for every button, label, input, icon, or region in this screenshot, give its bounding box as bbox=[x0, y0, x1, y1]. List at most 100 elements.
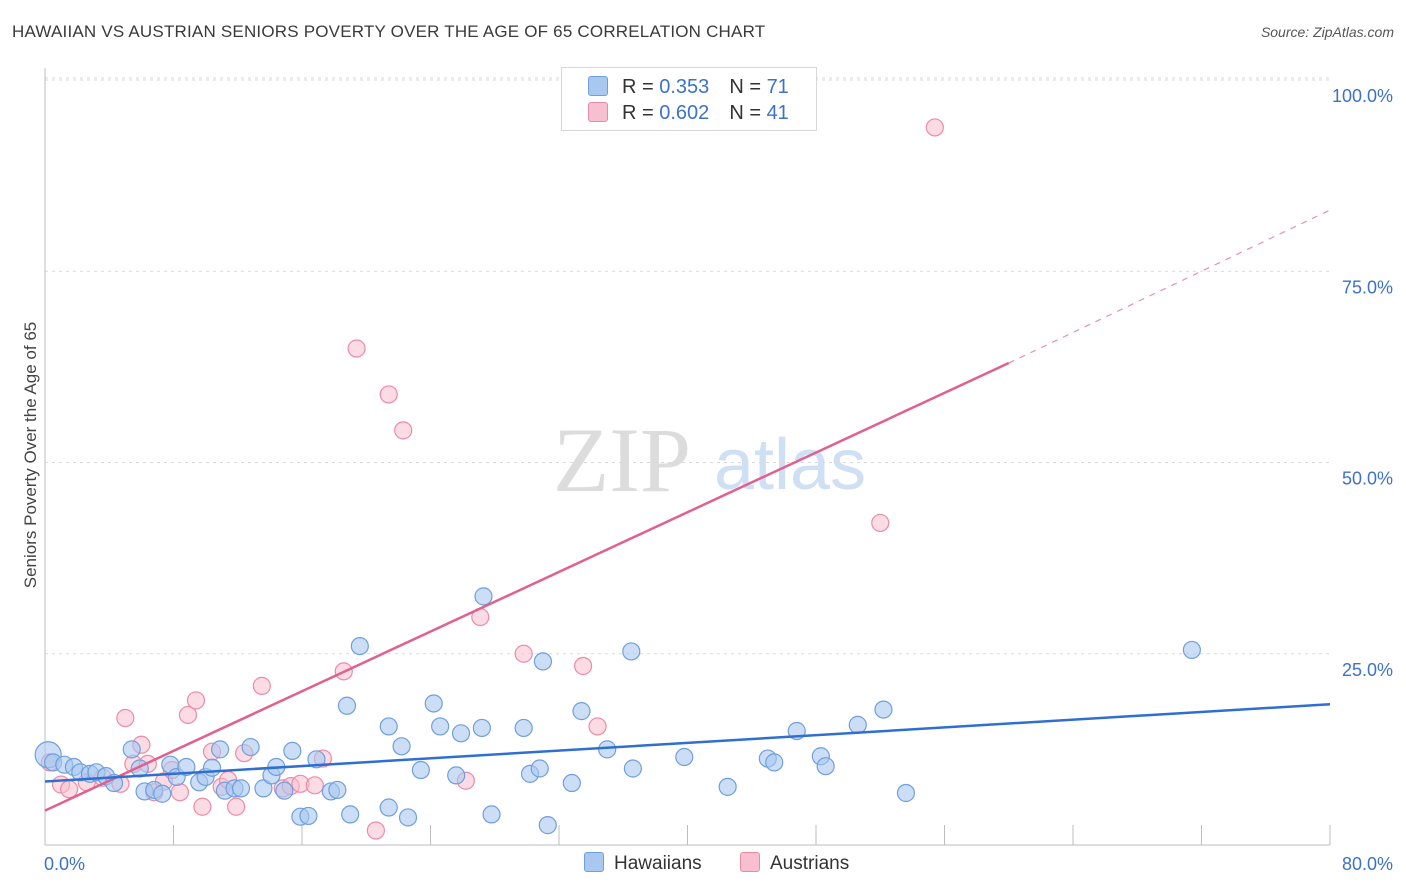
bottom-legend-swatch-hawaiians bbox=[584, 852, 604, 872]
watermark-zip: ZIP bbox=[553, 409, 691, 511]
hawaiian-point bbox=[328, 780, 347, 800]
austrian-point bbox=[394, 421, 413, 440]
austrian-point bbox=[871, 513, 890, 533]
austrian-point bbox=[227, 797, 246, 816]
hawaiian-point bbox=[718, 777, 737, 796]
y-tick-label: 75.0% bbox=[1342, 277, 1393, 297]
legend-n-label: N = bbox=[729, 102, 767, 124]
legend-r-label: R = bbox=[622, 76, 660, 98]
austrian-point bbox=[588, 717, 607, 736]
grid bbox=[45, 77, 1330, 655]
hawaiian-point bbox=[337, 696, 357, 715]
hawaiian-point bbox=[392, 737, 411, 756]
hawaiian-point bbox=[379, 798, 398, 817]
legend-swatch-austrians bbox=[588, 102, 608, 122]
hawaiian-point bbox=[350, 636, 369, 656]
austrian-trend-extension bbox=[1008, 209, 1331, 364]
chart-title: HAWAIIAN VS AUSTRIAN SENIORS POVERTY OVE… bbox=[12, 22, 766, 41]
hawaiian-trend-line bbox=[44, 702, 1331, 783]
watermark: ZIP atlas bbox=[553, 409, 866, 511]
legend-r-value-hawaiians: 0.353 bbox=[659, 76, 710, 98]
hawaiian-point bbox=[447, 766, 466, 785]
hawaiian-point bbox=[765, 753, 784, 772]
hawaiian-point bbox=[122, 740, 141, 759]
austrian-point bbox=[178, 705, 198, 725]
x-tick-label: 0.0% bbox=[44, 854, 85, 874]
y-tick-label: 25.0% bbox=[1342, 660, 1393, 680]
hawaiian-point bbox=[472, 718, 491, 738]
hawaiian-point bbox=[530, 759, 549, 778]
legend: R = 0.353 N = 71 R = 0.602 N = 41 bbox=[561, 67, 817, 131]
source-label: Source: ZipAtlas.com bbox=[1260, 24, 1394, 40]
legend-n-label: N = bbox=[729, 76, 767, 98]
legend-r-value-austrians: 0.602 bbox=[659, 102, 710, 124]
legend-n-value-hawaiians: 71 bbox=[766, 76, 789, 98]
hawaiian-point bbox=[598, 740, 617, 759]
bottom-legend-label-hawaiians: Hawaiians bbox=[614, 853, 702, 874]
x-tick-label: 80.0% bbox=[1342, 854, 1393, 874]
bottom-legend-label-austrians: Austrians bbox=[770, 853, 850, 874]
hawaiian-point bbox=[562, 773, 581, 793]
hawaiian-point bbox=[533, 652, 553, 671]
austrian-point bbox=[252, 676, 271, 695]
hawaiian-point bbox=[299, 806, 318, 826]
legend-n-value-austrians: 41 bbox=[766, 102, 789, 124]
hawaiian-point bbox=[572, 702, 591, 721]
hawaiian-point bbox=[341, 805, 360, 824]
hawaiian-point bbox=[275, 781, 294, 800]
hawaiian-point bbox=[848, 715, 867, 734]
hawaiian-point bbox=[431, 717, 450, 736]
legend-row-hawaiians: R = 0.353 N = 71 bbox=[588, 76, 789, 100]
hawaiian-point bbox=[482, 805, 501, 824]
tick-labels: 25.0% 50.0% 75.0% 100.0% 0.0% 80.0% bbox=[44, 86, 1393, 874]
austrian-point bbox=[514, 644, 533, 663]
bottom-legend-austrians: Austrians bbox=[740, 852, 849, 875]
y-axis-label: Seniors Poverty Over the Age of 65 bbox=[21, 322, 40, 588]
hawaiian-point bbox=[254, 779, 273, 798]
austrian-point bbox=[59, 780, 79, 799]
hawaiian-point bbox=[398, 808, 418, 827]
hawaiian-point bbox=[379, 717, 398, 736]
austrian-point bbox=[170, 783, 190, 802]
hawaiian-point bbox=[424, 694, 443, 713]
austrian-point bbox=[116, 708, 135, 728]
legend-r-label: R = bbox=[622, 102, 660, 124]
hawaiian-point bbox=[874, 700, 893, 719]
hawaiian-point bbox=[241, 737, 260, 757]
hawaiian-point bbox=[307, 750, 326, 769]
hawaiian-point bbox=[202, 758, 222, 777]
hawaiian-point bbox=[411, 760, 430, 780]
hawaiian-point bbox=[538, 816, 557, 835]
hawaiian-point bbox=[623, 759, 642, 778]
austrian-point bbox=[366, 821, 385, 840]
hawaiian-point bbox=[231, 779, 251, 798]
bottom-legend-swatch-austrians bbox=[740, 852, 760, 872]
hawaiian-point bbox=[474, 587, 493, 606]
hawaiian-point bbox=[816, 757, 835, 776]
hawaiian-point bbox=[177, 757, 196, 777]
austrian-point bbox=[347, 339, 366, 358]
hawaiian-point bbox=[1182, 640, 1201, 660]
hawaiian-point bbox=[622, 642, 641, 661]
axes bbox=[44, 68, 1331, 846]
hawaiian-point bbox=[896, 783, 916, 803]
austrian-point bbox=[573, 656, 593, 676]
austrian-point bbox=[925, 118, 944, 137]
hawaiian-point bbox=[451, 724, 471, 743]
hawaiian-points bbox=[34, 587, 1201, 835]
austrian-point bbox=[186, 691, 206, 710]
legend-row-austrians: R = 0.602 N = 41 bbox=[588, 102, 789, 126]
austrian-trend-line bbox=[44, 361, 1010, 812]
hawaiian-point bbox=[153, 784, 172, 803]
austrian-point bbox=[379, 385, 398, 404]
hawaiian-point bbox=[514, 718, 533, 738]
trend-lines bbox=[44, 209, 1331, 812]
hawaiian-point bbox=[210, 740, 230, 759]
austrian-point bbox=[193, 797, 212, 816]
hawaiian-point bbox=[675, 747, 694, 767]
y-tick-label: 50.0% bbox=[1342, 469, 1393, 489]
bottom-legend-hawaiians: Hawaiians bbox=[584, 852, 702, 875]
austrian-point bbox=[305, 776, 324, 795]
legend-swatch-hawaiians bbox=[588, 76, 608, 96]
